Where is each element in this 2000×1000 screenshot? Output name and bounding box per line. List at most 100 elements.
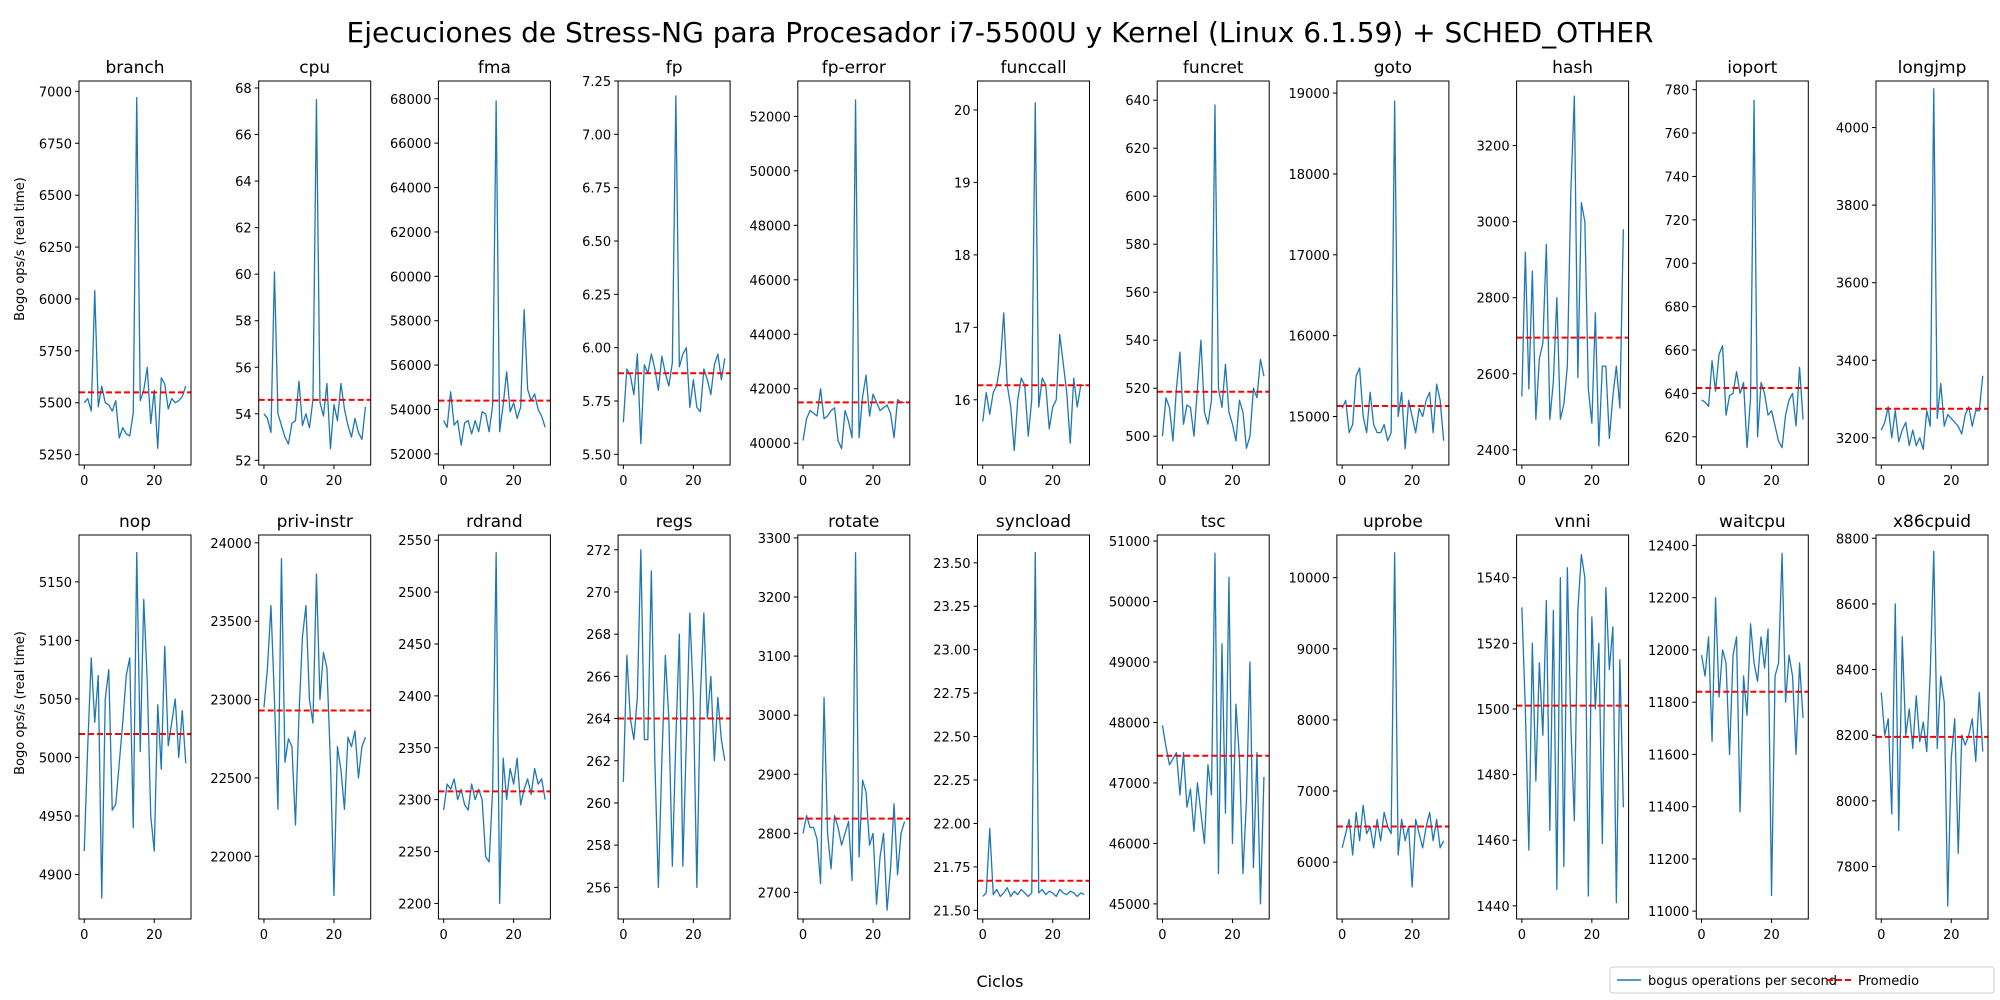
- y-tick-label: 46000: [1109, 837, 1150, 852]
- y-tick-label: 520: [1125, 382, 1150, 397]
- subplot-hash: hash 2400 2600 2800 3000 3200 0 20: [1477, 58, 1630, 489]
- subplot-title: funccall: [1000, 58, 1066, 78]
- subplot-title: priv-instr: [277, 512, 353, 532]
- subplot-title: cpu: [299, 58, 330, 78]
- y-tick-label: 50000: [749, 165, 790, 180]
- y-tick-label: 3000: [1477, 216, 1510, 231]
- series-line-bogus-ops: [802, 99, 905, 450]
- axes-frame: [1516, 534, 1630, 920]
- y-tick-label: 12000: [1648, 644, 1689, 659]
- x-tick-label: 20: [505, 928, 522, 943]
- subplot-fp-error: fp-error 40000 42000 44000 46000 48000 50000 52…: [749, 58, 911, 489]
- y-tick-label: 60: [235, 268, 252, 283]
- y-tick-label: 270: [586, 586, 611, 601]
- y-tick-label: 12400: [1648, 539, 1689, 554]
- y-tick-label: 18000: [1289, 168, 1330, 183]
- axes-frame: [1156, 80, 1270, 466]
- y-tick-label: 260: [586, 797, 611, 812]
- subplot-waitcpu: waitcpu 11000 11200 11400 11600 11800 12000 122…: [1648, 512, 1809, 943]
- axes-frame: [1875, 80, 1989, 466]
- y-tick-label: 52000: [749, 110, 790, 125]
- y-tick-label: 272: [586, 544, 611, 559]
- y-tick-label: 1480: [1477, 769, 1510, 784]
- y-tick-label: 6000: [1297, 856, 1330, 871]
- y-tick-label: 1540: [1477, 572, 1510, 587]
- y-tick-label: 44000: [749, 328, 790, 343]
- subplot-title: fp: [666, 58, 683, 78]
- y-tick-label: 5.50: [582, 448, 611, 463]
- y-tick-label: 68: [235, 82, 252, 97]
- y-tick-label: 780: [1664, 84, 1689, 99]
- axes-frame: [1695, 80, 1809, 466]
- y-tick-label: 48000: [1109, 716, 1150, 731]
- x-tick-label: 0: [1338, 928, 1346, 943]
- y-tick-label: 7.00: [582, 128, 611, 143]
- axes-frame: [78, 80, 192, 466]
- y-tick-label: 6.75: [582, 182, 611, 197]
- y-tick-label: 5100: [39, 634, 72, 649]
- subplot-vnni: vnni 1440 1460 1480 1500 1520 1540 0 20: [1477, 512, 1630, 943]
- y-tick-label: 58000: [390, 315, 431, 330]
- subplot-ioport: ioport 620 640 660 680 700 720 740 760 780 0 20: [1664, 58, 1809, 489]
- series-line-bogus-ops: [622, 549, 726, 888]
- subplot-title: tsc: [1201, 512, 1226, 532]
- subplot-fp: fp 5.50 5.75 6.00 6.25 6.50 6.75 7.00 7.25 0 20: [582, 58, 731, 489]
- x-tick-label: 20: [1584, 928, 1601, 943]
- figure-y-label-top: Bogo ops/s (real time): [13, 177, 28, 321]
- y-tick-label: 258: [586, 839, 611, 854]
- y-tick-label: 49000: [1109, 656, 1150, 671]
- subplot-branch: branch 5250 5500 5750 6000 6250 6500 6750 7000 0 2…: [39, 58, 192, 489]
- y-tick-label: 54: [235, 408, 252, 423]
- y-tick-label: 268: [586, 628, 611, 643]
- legend-label-mean: Promedio: [1858, 974, 1919, 989]
- y-tick-label: 22500: [210, 772, 251, 787]
- y-tick-label: 23.25: [933, 600, 970, 615]
- y-tick-label: 6000: [39, 293, 72, 308]
- y-tick-label: 7000: [39, 85, 72, 100]
- y-tick-label: 21.50: [933, 904, 970, 919]
- series-line-bogus-ops: [982, 102, 1085, 452]
- y-tick-label: 2450: [398, 638, 431, 653]
- x-tick-label: 0: [260, 928, 268, 943]
- axes-frame: [617, 534, 731, 920]
- series-line-bogus-ops: [982, 551, 1085, 898]
- y-tick-label: 64000: [390, 182, 431, 197]
- x-tick-label: 0: [799, 928, 807, 943]
- y-tick-label: 23.00: [933, 644, 970, 659]
- y-tick-label: 660: [1664, 344, 1689, 359]
- y-tick-label: 8800: [1836, 532, 1869, 547]
- x-tick-label: 0: [1518, 474, 1526, 489]
- axes-frame: [797, 80, 911, 466]
- axes-frame: [78, 534, 192, 920]
- x-tick-label: 0: [1158, 928, 1166, 943]
- subplot-x86cpuid: x86cpuid 7800 8000 8200 8400 8600 8800 0 20: [1836, 512, 1989, 943]
- y-tick-label: 6.50: [582, 235, 611, 250]
- x-tick-label: 20: [1044, 928, 1061, 943]
- figure-title: Ejecuciones de Stress-NG para Procesador…: [347, 16, 1654, 49]
- x-tick-label: 20: [326, 928, 343, 943]
- axes-frame: [977, 534, 1090, 920]
- axes-frame: [617, 80, 731, 466]
- y-tick-label: 2200: [398, 897, 431, 912]
- y-tick-label: 3200: [758, 591, 791, 606]
- y-tick-label: 760: [1664, 127, 1689, 142]
- y-tick-label: 5150: [39, 576, 72, 591]
- subplot-funcret: funcret 500 520 540 560 580 600 620 640 0 20: [1125, 58, 1270, 489]
- subplot-title: fma: [478, 58, 511, 78]
- y-tick-label: 18: [954, 249, 971, 264]
- subplot-fma: fma 52000 54000 56000 58000 60000 62000 64000 66…: [390, 58, 551, 489]
- x-tick-label: 20: [1224, 474, 1241, 489]
- x-tick-label: 0: [1518, 928, 1526, 943]
- x-tick-label: 0: [799, 474, 807, 489]
- axes-frame: [258, 534, 372, 920]
- y-tick-label: 60000: [390, 270, 431, 285]
- y-tick-label: 266: [586, 670, 611, 685]
- x-tick-label: 0: [1877, 928, 1885, 943]
- x-tick-label: 20: [326, 474, 343, 489]
- y-tick-label: 42000: [749, 383, 790, 398]
- y-tick-label: 22000: [210, 850, 251, 865]
- y-tick-label: 17: [954, 321, 971, 336]
- subplot-regs: regs 256 258 260 262 264 266 268 270 272 0 20: [586, 512, 731, 943]
- y-tick-label: 62: [235, 222, 252, 237]
